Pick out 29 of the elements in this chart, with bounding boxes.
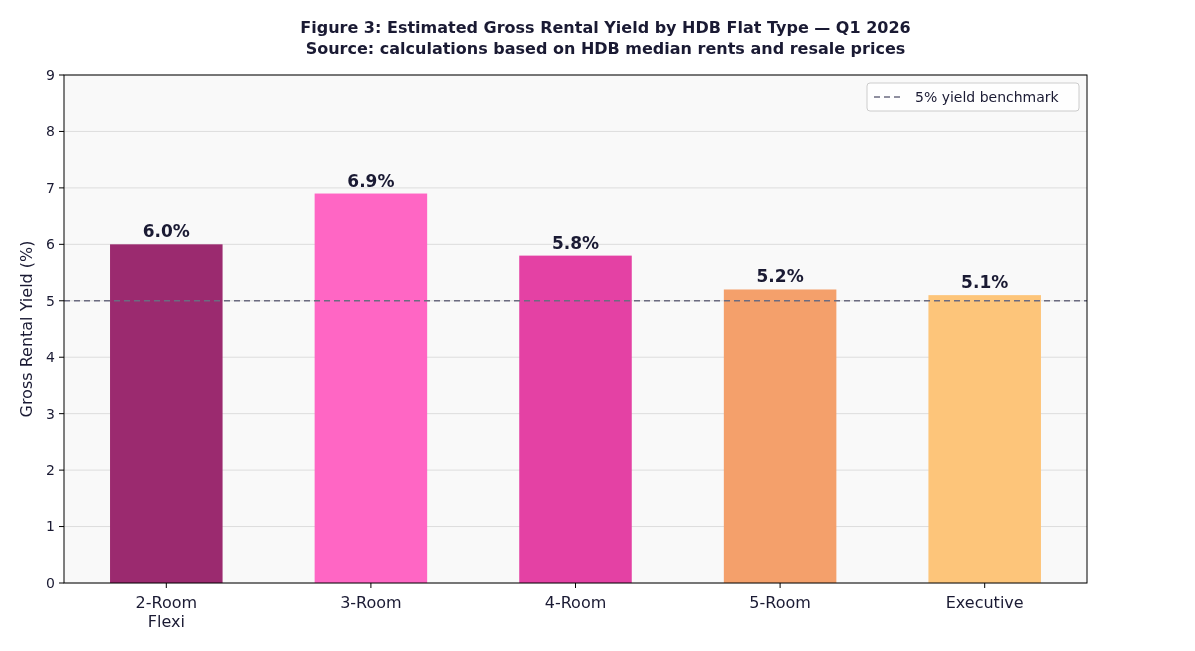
data-label: 6.0% <box>142 221 190 242</box>
bar <box>110 244 223 583</box>
data-label: 6.9% <box>347 170 395 191</box>
data-label: 5.8% <box>551 232 600 253</box>
y-tick-label: 2 <box>46 462 55 479</box>
y-tick-label: 8 <box>46 123 55 140</box>
bar <box>928 295 1041 583</box>
bar <box>723 289 837 583</box>
y-tick-label: 0 <box>46 574 55 591</box>
legend-label: 5% yield benchmark <box>915 88 1060 105</box>
y-tick-label: 5 <box>46 292 55 309</box>
y-axis-title: Gross Rental Yield (%) <box>17 240 36 418</box>
x-tick-label: 3-Room <box>340 593 402 612</box>
bar <box>519 255 632 583</box>
x-tick-label: 4-Room <box>544 593 607 612</box>
y-tick-label: 6 <box>46 236 56 253</box>
chart-title: Figure 3: Estimated Gross Rental Yield by HDB Flat Type — Q1 2026 <box>300 18 911 37</box>
y-tick-label: 9 <box>46 66 55 83</box>
x-tick-label: Executive <box>945 593 1024 612</box>
y-tick-label: 1 <box>46 518 55 535</box>
data-label: 5.2% <box>756 266 804 287</box>
data-label: 5.1% <box>961 272 1009 293</box>
bar <box>314 193 428 583</box>
chart-subtitle: Source: calculations based on HDB median rents and resale prices <box>305 39 906 58</box>
y-tick-label: 7 <box>46 179 55 196</box>
x-tick-label: 2-Room Flexi <box>135 593 198 631</box>
y-tick-label: 3 <box>46 405 55 422</box>
x-tick-label: 5-Room <box>749 593 811 612</box>
y-tick-label: 4 <box>46 349 56 366</box>
